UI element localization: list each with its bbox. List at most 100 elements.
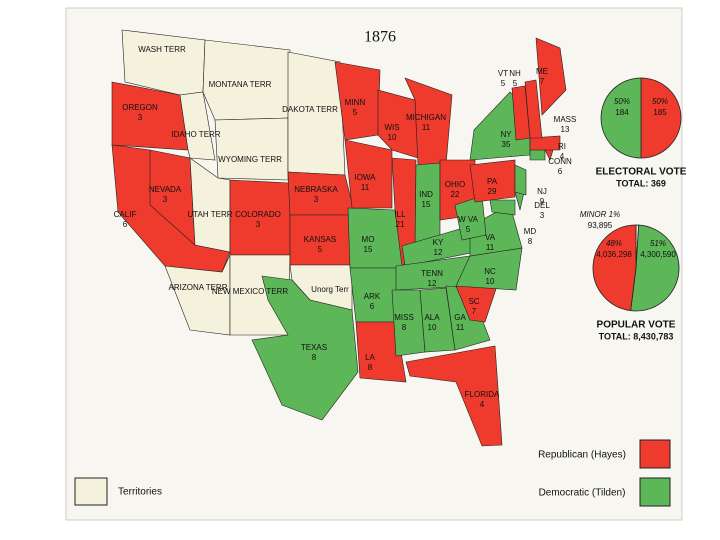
territory-name: WYOMING TERR (218, 155, 282, 164)
pie-slice (600, 77, 642, 159)
state-votes: 5 (466, 225, 471, 234)
state-name: MD (524, 227, 537, 236)
state-name: KANSAS (304, 235, 336, 244)
state-name: FLORIDA (465, 390, 500, 399)
state-name: MICHIGAN (406, 113, 446, 122)
territory-name: IDAHO TERR (171, 130, 220, 139)
state-votes: 11 (422, 123, 431, 132)
state-name: OREGON (122, 103, 158, 112)
territory-name: DAKOTA TERR (282, 105, 338, 114)
territory-name: UTAH TERR (187, 210, 232, 219)
pie-slice (640, 77, 682, 159)
state-name: IND (419, 190, 433, 199)
state-name: TENN (421, 269, 443, 278)
state-votes: 29 (488, 187, 497, 196)
slice-label: 48% (606, 239, 622, 248)
state-votes: 35 (502, 140, 511, 149)
slice-label: MINOR 1% (580, 210, 620, 219)
state-name: PA (487, 177, 498, 186)
state-name: TEXAS (301, 343, 327, 352)
state-votes: 10 (388, 133, 397, 142)
slice-votes: 4,036,298 (596, 250, 632, 259)
slice-votes: 184 (615, 108, 629, 117)
state-name: GA (454, 313, 466, 322)
legend-swatch (74, 477, 108, 506)
state-name: IOWA (354, 173, 376, 182)
state-votes: 22 (451, 190, 460, 199)
state-name: KY (433, 238, 444, 247)
state-votes: 3 (256, 220, 261, 229)
state-name: NY (500, 130, 512, 139)
state-name: ILL (394, 210, 406, 219)
territory-name: ARIZONA TERR (169, 283, 228, 292)
state-votes: 4 (480, 400, 485, 409)
state-votes: 5 (353, 108, 358, 117)
pie-total: TOTAL: 369 (616, 178, 666, 188)
state-name: NJ (537, 187, 547, 196)
state-votes: 21 (396, 220, 405, 229)
pie-slice (630, 224, 680, 312)
state-votes: 10 (486, 277, 495, 286)
state-name: LA (365, 353, 375, 362)
state-votes: 12 (428, 279, 437, 288)
state-name: VA (485, 233, 496, 242)
pie-slice (592, 224, 637, 312)
slice-label: 50% (614, 97, 630, 106)
state-name: CALIF (114, 210, 137, 219)
state-name: NH (509, 69, 521, 78)
state-votes: 11 (361, 183, 370, 192)
state-votes: 3 (540, 211, 545, 220)
state-votes: 4 (560, 152, 565, 161)
state-votes: 15 (422, 200, 431, 209)
state-name: MO (362, 235, 375, 244)
legend-label: Democratic (Tilden) (539, 488, 626, 499)
slice-votes: 4,300,590 (640, 250, 676, 259)
state-votes: 10 (428, 323, 437, 332)
state-name: COLORADO (235, 210, 281, 219)
state-name: RI (558, 142, 566, 151)
state-votes: 11 (456, 323, 465, 332)
legend-label: Republican (Hayes) (538, 450, 626, 461)
state-name: MISS (394, 313, 414, 322)
pie-total: TOTAL: 8,430,783 (599, 331, 674, 341)
slice-label: 50% (652, 97, 668, 106)
state-name: MINN (345, 98, 366, 107)
territory-name: WASH TERR (138, 45, 186, 54)
legend-swatch (639, 439, 671, 469)
state-votes: 6 (123, 220, 128, 229)
state-votes: 8 (368, 363, 373, 372)
state-name: WIS (384, 123, 399, 132)
states (111, 29, 567, 447)
state-votes: 5 (318, 245, 323, 254)
state-name: VT (498, 69, 508, 78)
slice-votes: 93,895 (588, 221, 613, 230)
state-votes: 6 (558, 167, 563, 176)
state-name: DEL (534, 201, 550, 210)
state-votes: 7 (540, 77, 545, 86)
state-name: OHIO (445, 180, 465, 189)
slice-label: 51% (650, 239, 666, 248)
state-votes: 6 (370, 302, 375, 311)
state-name: ARK (364, 292, 381, 301)
legend-swatch (639, 477, 671, 507)
state-name: NEVADA (149, 185, 182, 194)
slice-votes: 185 (653, 108, 667, 117)
pie-title: ELECTORAL VOTE (596, 167, 687, 178)
territory-name: MONTANA TERR (209, 80, 272, 89)
state-votes: 5 (501, 79, 506, 88)
state-votes: 8 (312, 353, 317, 362)
state-name: ME (536, 67, 548, 76)
state-name: SC (468, 297, 479, 306)
state-votes: 3 (138, 113, 143, 122)
state-name: ALA (424, 313, 440, 322)
state-votes: 5 (513, 79, 518, 88)
state-votes: 8 (402, 323, 407, 332)
state-name: W VA (458, 215, 479, 224)
state-votes: 11 (486, 243, 495, 252)
state-votes: 8 (528, 237, 533, 246)
map-title: 1876 (364, 29, 396, 46)
state-name: MASS (554, 115, 577, 124)
state-votes: 7 (472, 307, 477, 316)
